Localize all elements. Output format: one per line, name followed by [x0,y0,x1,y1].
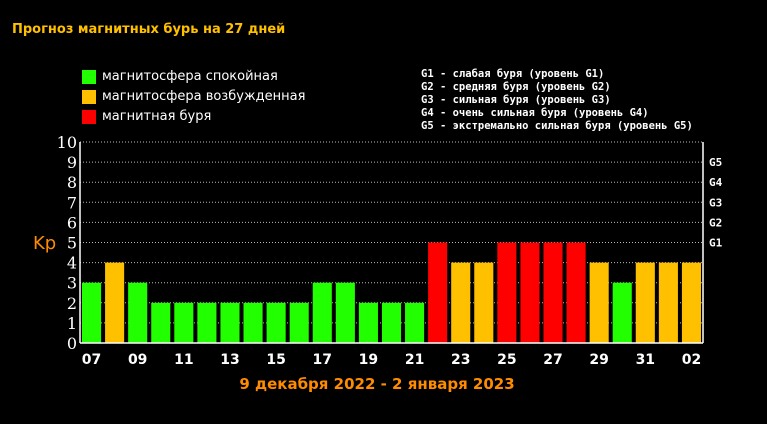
bar [243,302,263,343]
bar [197,302,217,343]
legend-label-calm: магнитосфера спокойная [102,69,278,84]
bar [128,282,148,343]
x-tick-label: 21 [405,352,424,368]
g-level-legend: G1 - слабая буря (уровень G1) G2 - средн… [421,68,693,133]
legend-label-excited: магнитосфера возбужденная [102,89,306,104]
bar [451,262,471,343]
bar [635,262,655,343]
y-tick-label: 2 [67,294,77,313]
x-tick-label: 25 [497,352,516,368]
grid-lines [80,141,703,324]
bar [474,262,494,343]
bar [405,302,425,343]
bar [335,282,355,343]
legend-label-storm: магнитная буря [102,109,212,124]
g-level-tick-label: G5 [709,156,722,169]
x-tick-label: 19 [359,352,378,368]
x-tick-label: 23 [451,352,470,368]
x-tick-label: 13 [220,352,239,368]
bar [312,282,332,343]
bar [658,262,678,343]
bar [589,262,609,343]
bars [82,242,701,343]
bar [543,242,563,343]
y-tick-label: 6 [67,213,77,232]
bar [174,302,194,343]
legend-swatch-calm [82,69,96,84]
y-tick-label: 4 [67,254,77,273]
bar [497,242,517,343]
y-tick-label: 0 [67,334,77,353]
bar [428,242,448,343]
x-tick-label: 09 [128,352,147,368]
y-tick-label: 3 [67,274,77,293]
x-tick-label: 07 [82,352,101,368]
bar [520,242,540,343]
legend-item-excited: магнитосфера возбужденная [82,87,305,106]
g-level-tick-label: G1 [709,237,723,250]
bar [151,302,171,343]
bar [266,302,286,343]
g-level-item: G5 - экстремально сильная буря (уровень … [421,120,693,132]
bar [612,282,632,343]
bar [358,302,378,343]
bar [82,282,102,343]
legend-swatch-excited [82,89,96,104]
x-tick-label: 27 [543,352,562,368]
g-level-item: G2 - средняя буря (уровень G2) [421,81,611,93]
x-tick-label: 02 [682,352,701,368]
x-tick-label: 29 [589,352,608,368]
bar [289,302,309,343]
x-tick-label: 11 [174,352,193,368]
g-level-item: G4 - очень сильная буря (уровень G4) [421,107,649,119]
bar [566,242,586,343]
g-level-item: G3 - сильная буря (уровень G3) [421,94,611,106]
g-level-tick-label: G2 [709,216,722,229]
y-tick-label: 8 [67,173,77,192]
chart-title: Прогноз магнитных бурь на 27 дней [12,22,286,37]
y-axis-label: Kp [33,233,56,254]
x-tick-label: 17 [313,352,332,368]
legend-item-storm: магнитная буря [82,107,305,126]
g-level-item: G1 - слабая буря (уровень G1) [421,68,605,80]
x-tick-label: 31 [636,352,655,368]
y-tick-label: 9 [67,153,77,172]
bar [381,302,402,343]
axes [79,142,704,344]
legend-swatch-storm [82,109,96,124]
y-tick-label: 7 [67,193,77,212]
legend: магнитосфера спокойная магнитосфера возб… [82,67,305,127]
x-axis-label: 9 декабря 2022 - 2 января 2023 [239,375,514,393]
bar [105,262,125,343]
g-level-tick-label: G4 [709,176,723,189]
y-tick-label: 10 [57,133,77,152]
legend-item-calm: магнитосфера спокойная [82,67,305,86]
y-tick-label: 5 [67,234,77,253]
x-tick-label: 15 [266,352,285,368]
g-level-tick-label: G3 [709,196,722,209]
y-tick-label: 1 [67,314,77,333]
bar [220,302,240,343]
bar [681,262,701,343]
